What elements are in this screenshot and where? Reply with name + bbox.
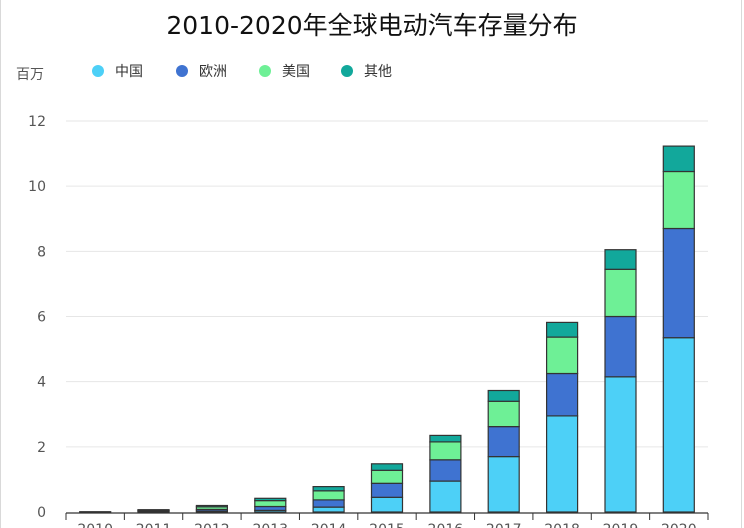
y-tick-label: 4 xyxy=(37,375,46,391)
bar-segment xyxy=(79,511,112,514)
bar-segment xyxy=(604,376,637,513)
bars xyxy=(79,145,695,514)
bar-segment xyxy=(137,509,170,512)
x-tick-label: 2019 xyxy=(603,522,639,528)
bar-segment xyxy=(604,315,637,378)
legend-marker xyxy=(176,65,188,77)
bar-segment xyxy=(662,227,695,339)
legend-label: 中国 xyxy=(115,64,143,80)
y-tick-label: 10 xyxy=(28,179,46,195)
y-tick-label: 6 xyxy=(37,310,46,326)
x-tick-label: 2018 xyxy=(544,522,580,528)
bar-segment xyxy=(254,497,287,502)
bar-segment xyxy=(312,506,345,513)
bar-segment xyxy=(604,249,637,270)
y-axis-unit: 百万 xyxy=(16,67,44,83)
chart-title: 2010-2020年全球电动汽车存量分布 xyxy=(166,11,577,40)
legend-label: 美国 xyxy=(282,64,310,80)
bar-segment xyxy=(487,400,520,428)
x-tick-label: 2014 xyxy=(311,522,347,528)
legend-item[interactable]: 美国 xyxy=(259,64,310,80)
bar-segment xyxy=(487,389,520,402)
bar-segment xyxy=(312,490,345,501)
x-tick-label: 2010 xyxy=(77,522,113,528)
x-tick-label: 2020 xyxy=(661,522,697,528)
bar-segment xyxy=(429,480,462,513)
y-axis-ticks: 0 2 4 6 8 10 12 xyxy=(28,114,46,521)
bar-segment xyxy=(604,268,637,318)
legend-marker xyxy=(341,65,353,77)
legend-item[interactable]: 中国 xyxy=(92,64,143,80)
x-tick-label: 2012 xyxy=(194,522,230,528)
legend-marker xyxy=(259,65,271,77)
x-tick-label: 2013 xyxy=(252,522,288,528)
bar-segment xyxy=(545,321,579,338)
bar-segment xyxy=(545,372,579,417)
bar-segment xyxy=(545,415,579,513)
bar-segment xyxy=(370,496,404,513)
x-axis: 2010 2011 2012 2013 2014 2015 2016 2017 2018 2019… xyxy=(65,512,709,528)
bar-segment xyxy=(429,459,462,482)
grid xyxy=(66,120,708,448)
bar-segment xyxy=(312,486,345,492)
bar-segment xyxy=(429,434,462,443)
legend-marker xyxy=(92,65,104,77)
bar-segment xyxy=(487,426,520,458)
x-tick-label: 2015 xyxy=(369,522,405,528)
bar-segment xyxy=(254,500,287,508)
bar-segment xyxy=(370,463,404,471)
bar-segment xyxy=(487,456,520,513)
legend: 中国 欧洲 美国 其他 xyxy=(92,64,392,80)
x-tick-label: 2016 xyxy=(428,522,464,528)
y-tick-label: 8 xyxy=(37,244,46,260)
bar-segment xyxy=(545,336,579,375)
legend-item[interactable]: 欧洲 xyxy=(176,64,227,80)
bar-segment xyxy=(662,337,695,513)
bar-segment xyxy=(429,441,462,461)
legend-label: 欧洲 xyxy=(199,64,227,80)
y-tick-label: 2 xyxy=(37,440,46,456)
bar-segment xyxy=(662,170,695,230)
bar-segment xyxy=(312,499,345,508)
bar-segment xyxy=(370,482,404,498)
x-tick-label: 2011 xyxy=(136,522,172,528)
legend-item[interactable]: 其他 xyxy=(341,64,392,80)
bar-segment xyxy=(195,504,228,508)
y-tick-label: 0 xyxy=(37,505,46,521)
bar-segment xyxy=(370,469,404,484)
x-tick-label: 2017 xyxy=(486,522,522,528)
y-tick-label: 12 xyxy=(28,114,46,130)
legend-label: 其他 xyxy=(364,64,392,80)
bar-segment xyxy=(662,145,695,173)
